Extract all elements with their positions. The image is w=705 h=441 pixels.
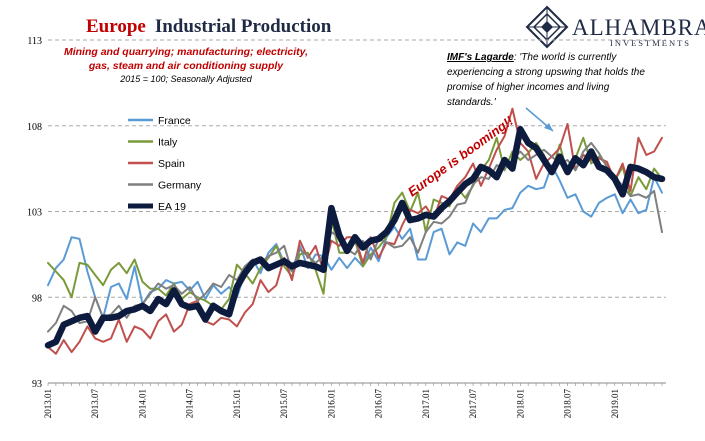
y-tick-label: 98 [32,293,42,304]
y-axis-ticks: 93 98 103 108 113 [27,36,42,390]
series-lines [44,107,666,355]
x-tick-label: 2016.01 [326,389,336,418]
y-tick-label: 93 [32,379,42,390]
subtitle-note: 2015 = 100; Seasonally Adjusted [119,74,253,84]
annotation-line4: standards.' [447,97,497,108]
gridlines [48,39,666,298]
annotation-arrow [525,107,554,132]
x-tick-label: 2017.01 [421,389,431,418]
x-tick-label: 2019.01 [610,389,620,418]
series-line-spain [47,107,663,355]
logo-name: ALHAMBRA [572,15,705,40]
x-tick-label: 2014.07 [185,389,195,419]
x-tick-label: 2013.07 [90,389,100,419]
lagarde-annotation: IMF's Lagarde: 'The world is currently e… [446,52,645,132]
y-tick-label: 113 [27,36,42,47]
legend: France Italy Spain Germany EA 19 [128,115,202,213]
x-axis-labels: 2013.01 2013.07 2014.01 2014.07 2015.01 2015.… [43,389,620,419]
x-tick-label: 2016.07 [374,389,384,419]
x-tick-label: 2015.01 [232,389,242,418]
x-tick-label: 2018.07 [563,389,573,419]
legend-label: Spain [158,158,185,170]
chart-title: Europe Industrial Production [86,16,332,37]
x-tick-label: 2015.07 [279,389,289,419]
subtitle-line1: Mining and quarrying; manufacturing; ele… [64,46,308,58]
subtitle-line2: gas, steam and air conditioning supply [88,60,284,72]
annotation-line2: experiencing a strong upswing that holds… [447,67,645,78]
x-tick-label: 2018.01 [515,389,525,418]
series-line-france [47,164,663,319]
legend-label: Italy [158,137,178,149]
title-part2: Industrial Production [155,16,332,37]
annotation-text1: : 'The world is currently [514,52,617,63]
y-tick-label: 103 [27,208,42,219]
legend-label: EA 19 [158,201,186,213]
legend-label: France [158,115,191,127]
y-tick-label: 108 [27,122,42,133]
alhambra-logo: ALHAMBRA INVESTMENTS [525,5,705,49]
series-line-ea-19 [44,125,666,349]
legend-label: Germany [158,180,202,192]
x-tick-label: 2013.01 [43,389,53,418]
diamond-lattice-icon [525,5,569,49]
title-part1: Europe [86,16,146,37]
x-tick-label: 2014.01 [137,389,147,418]
annotation-line3: promise of higher incomes and living [446,82,610,93]
annotation-line1: IMF's Lagarde: 'The world is currently [447,52,617,63]
annotation-head: IMF's Lagarde [447,52,514,63]
logo-tagline: INVESTMENTS [610,38,691,48]
x-tick-label: 2017.07 [468,389,478,419]
